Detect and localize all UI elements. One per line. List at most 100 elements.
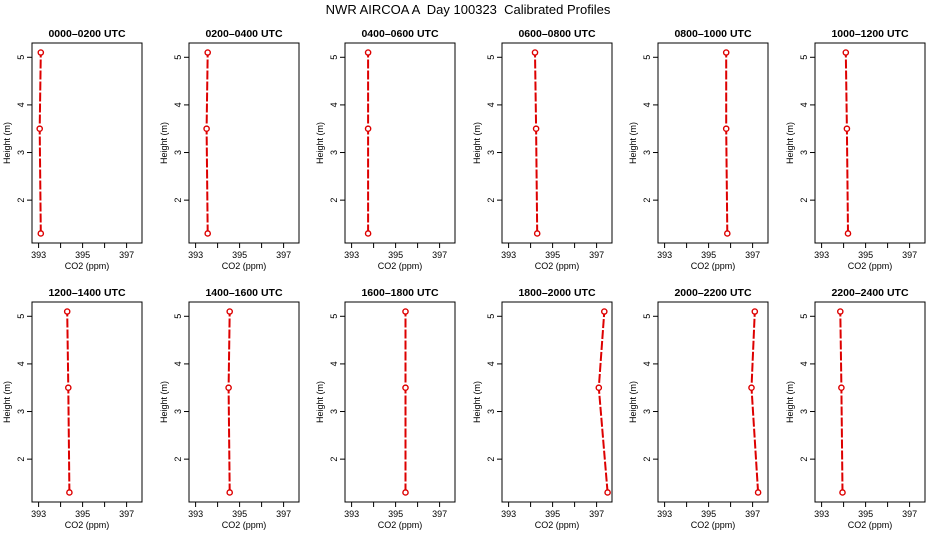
y-tick-label: 4 — [173, 361, 183, 366]
data-point — [837, 308, 844, 315]
y-tick-label: 4 — [16, 102, 26, 107]
data-point — [604, 489, 611, 496]
figure-title: NWR AIRCOA A Day 100323 Calibrated Profi… — [325, 2, 611, 17]
x-axis-label: CO2 (ppm) — [848, 261, 893, 271]
y-tick-label: 4 — [329, 102, 339, 107]
y-tick-label: 5 — [329, 55, 339, 60]
y-tick-label: 4 — [329, 361, 339, 366]
data-point — [722, 125, 730, 133]
y-tick-label: 2 — [642, 457, 652, 462]
y-tick-label: 5 — [642, 55, 652, 60]
plot-frame — [814, 42, 926, 244]
y-tick-label: 3 — [642, 150, 652, 155]
profile-line — [750, 311, 760, 493]
y-axis-label: Height (m) — [2, 122, 12, 164]
chart-panel-3: 0400–0600 UTC 393 395 397 2 3 4 5 CO2 (ppm) Heigh… — [315, 28, 456, 271]
data-point — [533, 230, 541, 237]
data-point — [65, 384, 72, 392]
x-tick-label: 397 — [589, 509, 604, 519]
x-tick-label: 395 — [388, 250, 403, 260]
chart-panel-2: 0200–0400 UTC 393 395 397 2 3 4 5 CO2 (ppm) Heigh… — [159, 28, 300, 271]
data-point — [226, 308, 233, 315]
y-tick-label: 2 — [329, 198, 339, 203]
plot-frame — [657, 301, 769, 503]
data-point — [204, 230, 211, 237]
profile-line — [725, 52, 729, 234]
profile-line — [205, 52, 209, 234]
plot-frame — [657, 42, 769, 244]
x-tick-label: 395 — [701, 509, 716, 519]
data-point — [204, 49, 211, 56]
y-tick-label: 5 — [486, 55, 496, 60]
data-point — [601, 308, 608, 315]
profile-line — [844, 52, 849, 234]
x-axis-label: CO2 (ppm) — [222, 261, 267, 271]
chart-panel-10: 1800–2000 UTC 393 395 397 2 3 4 5 CO2 (ppm) Heigh… — [472, 287, 613, 530]
chart-panel-7: 1200–1400 UTC 393 395 397 2 3 4 5 CO2 (ppm) Heigh… — [2, 287, 143, 530]
plot-frame — [188, 42, 300, 244]
x-tick-label: 397 — [119, 509, 134, 519]
x-tick-label: 397 — [119, 250, 134, 260]
y-tick-label: 2 — [799, 198, 809, 203]
plot-frame — [344, 42, 456, 244]
y-tick-label: 3 — [486, 409, 496, 414]
y-tick-label: 5 — [16, 314, 26, 319]
y-tick-label: 5 — [486, 314, 496, 319]
x-tick-label: 397 — [902, 509, 917, 519]
data-point — [838, 384, 845, 392]
panel-title: 1800–2000 UTC — [518, 287, 595, 299]
profile-line — [597, 311, 609, 493]
x-axis-label: CO2 (ppm) — [691, 261, 736, 271]
y-tick-label: 5 — [173, 314, 183, 319]
x-tick-label: 395 — [75, 250, 90, 260]
y-tick-label: 5 — [173, 55, 183, 60]
plot-frame — [501, 42, 613, 244]
chart-panel-11: 2000–2200 UTC 393 395 397 2 3 4 5 CO2 (ppm) Heigh… — [628, 287, 769, 530]
chart-panel-1: 0000–0200 UTC 393 395 397 2 3 4 5 CO2 (ppm) Heigh… — [2, 28, 143, 271]
y-axis-label: Height (m) — [2, 381, 12, 423]
chart-panel-5: 0800–1000 UTC 393 395 397 2 3 4 5 CO2 (ppm) Heigh… — [628, 28, 769, 271]
y-tick-label: 4 — [799, 361, 809, 366]
y-tick-label: 3 — [642, 409, 652, 414]
y-tick-label: 2 — [329, 457, 339, 462]
x-tick-label: 397 — [432, 250, 447, 260]
data-point — [842, 49, 850, 56]
y-tick-label: 3 — [799, 409, 809, 414]
panel-title: 1200–1400 UTC — [48, 287, 125, 299]
profile-line — [534, 52, 539, 234]
x-tick-label: 395 — [545, 250, 560, 260]
panel-title: 1000–1200 UTC — [831, 28, 908, 40]
plot-frame — [501, 301, 613, 503]
x-tick-label: 397 — [902, 250, 917, 260]
y-tick-label: 2 — [486, 457, 496, 462]
x-axis-label: CO2 (ppm) — [691, 520, 736, 530]
plot-frame — [31, 42, 143, 244]
x-tick-label: 393 — [657, 250, 672, 260]
profile-line — [839, 311, 844, 493]
profile-line — [66, 311, 71, 493]
data-point — [203, 125, 210, 133]
y-tick-label: 4 — [642, 361, 652, 366]
data-point — [722, 49, 730, 56]
y-tick-label: 2 — [799, 457, 809, 462]
data-point — [364, 125, 372, 133]
chart-panel-12: 2200–2400 UTC 393 395 397 2 3 4 5 CO2 (ppm) Heigh… — [785, 287, 926, 530]
x-tick-label: 393 — [188, 250, 203, 260]
x-tick-label: 395 — [701, 250, 716, 260]
y-tick-label: 2 — [16, 457, 26, 462]
y-tick-label: 4 — [486, 361, 496, 366]
data-point — [402, 384, 409, 392]
data-point — [225, 384, 232, 392]
x-tick-label: 395 — [388, 509, 403, 519]
data-point — [751, 308, 759, 315]
y-tick-label: 5 — [16, 55, 26, 60]
y-tick-label: 2 — [16, 198, 26, 203]
x-tick-label: 393 — [657, 509, 672, 519]
y-tick-label: 4 — [642, 102, 652, 107]
data-point — [66, 489, 73, 496]
y-axis-label: Height (m) — [785, 122, 795, 164]
chart-panel-8: 1400–1600 UTC 393 395 397 2 3 4 5 CO2 (ppm) Heigh… — [159, 287, 300, 530]
y-tick-label: 4 — [799, 102, 809, 107]
data-point — [36, 125, 44, 133]
